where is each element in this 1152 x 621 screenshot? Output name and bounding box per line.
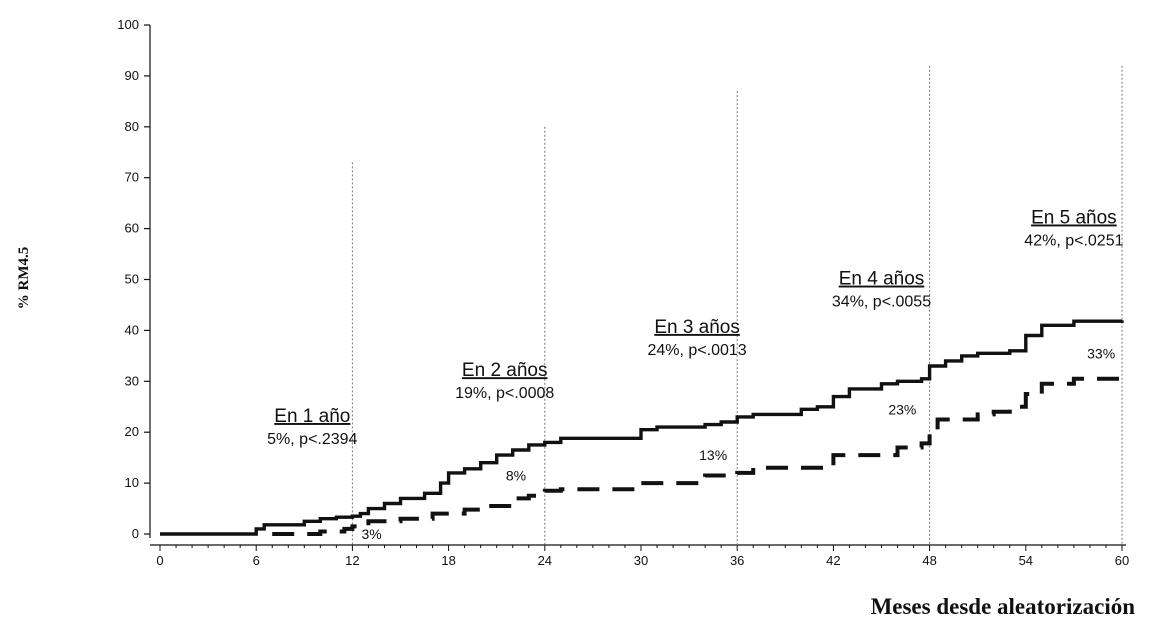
y-tick-label: 60 [125,221,139,236]
y-axis-title: % RM4.5 [16,247,32,310]
annotation-title: En 2 años [462,360,548,381]
year-dividers [351,65,1123,545]
annotation-title: En 3 años [654,317,740,338]
x-tick-label: 12 [345,553,359,568]
axes: 0 10 20 30 40 50 60 70 80 90 100 0 6 12 18 24 30 36 42 48 54… [117,17,1129,568]
x-tick-label: 24 [538,553,552,568]
control-percent-label: 3% [362,526,382,542]
y-tick-label: 100 [117,17,139,32]
annotation-stat: 5%, p<.2394 [267,431,357,448]
x-tick-label: 0 [156,553,163,568]
x-tick-label: 30 [634,553,648,568]
y-tick-label: 70 [125,170,139,185]
y-tick-label: 80 [125,119,139,134]
dashed-series-line [272,376,1124,536]
annotation-title: En 5 años [1031,208,1117,229]
annotation-stat: 42%, p<.0251 [1024,233,1123,250]
control-percent-label: 23% [888,401,916,417]
x-tick-label: 42 [826,553,840,568]
x-tick-label: 36 [730,553,744,568]
control-labels: 3% 8% 13% 23% 33% [362,345,1116,542]
x-axis-title: Meses desde aleatorización [871,594,1136,619]
control-percent-label: 33% [1087,345,1115,361]
control-percent-label: 13% [699,447,727,463]
x-tick-label: 54 [1019,553,1033,568]
annotation-title: En 1 año [274,406,350,427]
x-tick-label: 60 [1115,553,1129,568]
solid-series-line [160,319,1124,536]
annotation-stat: 34%, p<.0055 [832,294,931,311]
series-lines [160,319,1124,536]
x-tick-label: 48 [922,553,936,568]
y-tick-label: 20 [125,424,139,439]
x-tick-label: 18 [441,553,455,568]
x-tick-label: 6 [253,553,260,568]
y-tick-label: 10 [125,475,139,490]
annotations: En 1 año 5%, p<.2394 En 2 años 19%, p<.0008… [267,208,1123,449]
y-tick-label: 40 [125,322,139,337]
y-tick-label: 0 [132,526,139,541]
control-percent-label: 8% [506,468,526,484]
y-tick-label: 50 [125,272,139,287]
y-tick-label: 90 [125,68,139,83]
annotation-stat: 19%, p<.0008 [455,385,554,402]
y-tick-label: 30 [125,373,139,388]
annotation-title: En 4 años [839,269,925,290]
annotation-stat: 24%, p<.0013 [648,342,747,359]
